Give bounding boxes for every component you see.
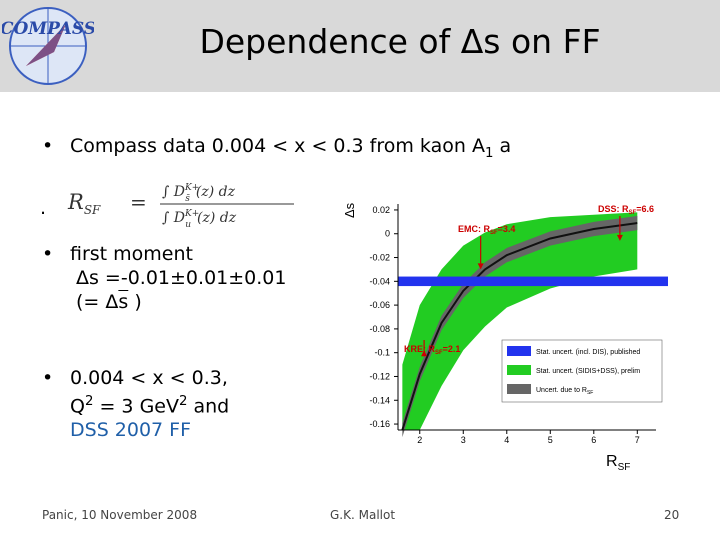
x-axis-label: RSF (606, 453, 630, 472)
y-tick-label: -0.08 (369, 324, 390, 334)
svg-text:∫ DK+s̄(z) dz: ∫ DK+ s̄ (z) dz (162, 183, 236, 204)
y-tick-label: -0.14 (369, 395, 390, 405)
first-moment-label: first moment (70, 243, 193, 265)
formula-num: ∫ D (162, 184, 185, 200)
formula-num-sup: K+ (184, 183, 199, 193)
bullet-dot: . (40, 197, 47, 219)
bullet-subscript: 1 (484, 145, 494, 161)
compass-logo: COMPASS (2, 7, 94, 85)
y-tick-label: -0.16 (369, 419, 390, 429)
blue-published-band (398, 276, 668, 287)
delta-s-value: Δs =-0.01±0.01±0.01 (76, 267, 287, 289)
delta-s-vs-rsf-chart: 0.02 0 -0.02 -0.04 -0.06 -0.08 -0.1 -0.12 -0.14 -… (342, 202, 668, 472)
annotation-label: DSS: RSF=6.6 (598, 204, 654, 216)
s-bar: s (118, 291, 129, 313)
central-curve (401, 222, 638, 431)
legend-label: Stat. uncert. (incl. DIS), published (536, 349, 640, 356)
logo-text: COMPASS (2, 19, 94, 39)
annotation-sub: SF (435, 350, 443, 356)
y-tick-label: -0.12 (369, 371, 390, 381)
bullet-text: Compass data 0.004 < x < 0.3 from kaon A (70, 135, 485, 157)
bullet-dot: • (42, 135, 54, 157)
y-tick-label: 0 (385, 229, 390, 239)
bullet-kinematics: • 0.004 < x < 0.3, Q2 = 3 GeV2 and DSS 2… (42, 366, 229, 442)
q2-and: and (187, 395, 230, 418)
bullet-formula-dot: . (40, 196, 46, 220)
x-range: 0.004 < x < 0.3, (70, 367, 228, 389)
annotation-label: EMC: RSF=3.4 (458, 224, 515, 236)
annotation-sub: SF (490, 230, 498, 236)
delta-s-bar-line: (= Δs ) (70, 290, 286, 314)
x-tick-label: 6 (591, 435, 596, 445)
rsf-formula: RSF = ∫ DK+ s̄ (z) dz ∫ DK+ u (z) dz (67, 183, 294, 228)
footer-conference: Panic, 10 November 2008 (42, 508, 198, 522)
formula-num-tail: (z) dz (196, 184, 236, 200)
footer-page-number: 20 (664, 508, 680, 522)
delta-s-bar-prefix: (= Δ (76, 291, 119, 313)
q2-sup: 2 (84, 394, 94, 409)
bullet-tail: a (493, 135, 512, 157)
title-bar: COMPASS Dependence of Δs on FF (0, 0, 720, 92)
green-uncertainty-band (402, 212, 638, 430)
formula-equals: = (130, 190, 147, 214)
formula-den-sup: K+ (184, 209, 199, 219)
bullet-dot: • (42, 243, 54, 265)
y-tick-label: -0.1 (374, 348, 390, 358)
x-tick-label: 3 (461, 435, 466, 445)
annotation-value: =3.4 (498, 224, 516, 234)
x-tick-label: 7 (635, 435, 640, 445)
q2-value: = 3 GeV (93, 395, 179, 418)
delta-s-bar-suffix: ) (128, 291, 142, 313)
annotation-sub: SF (629, 210, 637, 216)
q2-line: Q2 = 3 GeV2 and (70, 390, 229, 418)
formula-lhs: R (67, 190, 84, 214)
formula-den-sub: u (185, 220, 191, 228)
formula-lhs-sub: SF (84, 203, 101, 217)
x-tick-label: 4 (504, 435, 509, 445)
q2-label: Q (70, 395, 85, 418)
bullet-dot: • (42, 367, 54, 389)
bullet-first-moment: • first moment Δs =-0.01±0.01±0.01 (= Δs… (42, 242, 287, 314)
annotation-value: =6.6 (636, 204, 654, 214)
legend-label: Stat. uncert. (SIDIS+DSS), prelim (536, 368, 640, 375)
annotation-arrowhead (477, 263, 484, 270)
annotation-arrowhead (421, 350, 428, 357)
legend-swatch (507, 365, 531, 375)
dss-ff: DSS 2007 FF (70, 419, 192, 442)
footer-author: G.K. Mallot (330, 508, 396, 522)
y-tick-label: 0.02 (372, 205, 390, 215)
y-axis-label: Δs (342, 202, 357, 218)
y-tick-label: -0.06 (369, 300, 390, 310)
annotation-arrowhead (616, 234, 623, 241)
formula-num-sub: s̄ (185, 194, 190, 204)
legend-label: Uncert. due to RSF (536, 387, 593, 396)
annotation-label: KRE: RSF=2.1 (404, 344, 460, 356)
x-axis-label-sub: SF (618, 462, 631, 472)
bullet-compass-data: • Compass data 0.004 < x < 0.3 from kaon… (42, 134, 512, 166)
legend-swatch (507, 384, 531, 394)
x-tick-label: 2 (417, 435, 422, 445)
legend-swatch (507, 346, 531, 356)
svg-text:∫ DK+u(z) dz: ∫ DK+ u (z) dz (162, 209, 237, 228)
x-tick-label: 5 (548, 435, 553, 445)
annotation-value: =2.1 (443, 344, 461, 354)
formula-den-tail: (z) dz (197, 210, 237, 226)
svg-text:RSF: RSF (67, 190, 101, 217)
y-tick-label: -0.04 (369, 276, 390, 286)
gev-sup: 2 (178, 394, 188, 409)
formula-den: ∫ D (162, 210, 185, 226)
slide-title: Dependence of Δs on FF (199, 22, 601, 61)
y-tick-label: -0.02 (369, 253, 390, 263)
legend-label-sub: SF (587, 390, 593, 396)
